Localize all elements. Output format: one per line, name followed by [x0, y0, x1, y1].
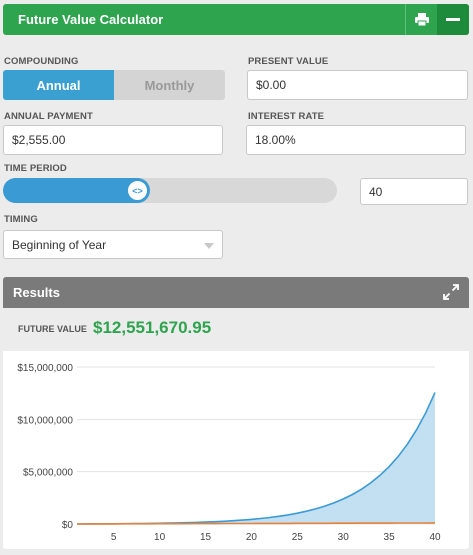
timing-select[interactable]: Beginning of Year [3, 230, 223, 259]
future-value-label: FUTURE VALUE [18, 324, 87, 334]
minimize-button[interactable] [437, 4, 469, 35]
x-tick-label: 10 [154, 532, 166, 543]
minus-icon [446, 18, 460, 21]
interest-rate-label: INTEREST RATE [248, 111, 325, 122]
y-tick-label: $10,000,000 [17, 415, 73, 426]
interest-rate-input[interactable]: 18.00% [246, 125, 466, 155]
compounding-monthly-option[interactable]: Monthly [114, 70, 225, 100]
print-icon [414, 13, 429, 26]
x-tick-label: 30 [338, 532, 350, 543]
compounding-annual-option[interactable]: Annual [3, 70, 114, 100]
x-tick-label: 35 [384, 532, 396, 543]
results-header: Results [3, 277, 469, 308]
x-tick-label: 40 [429, 532, 441, 543]
calculator-title: Future Value Calculator [18, 12, 164, 27]
annual-payment-label: ANNUAL PAYMENT [4, 111, 93, 122]
time-period-slider-fill [3, 178, 150, 203]
time-period-slider[interactable]: <> [3, 178, 337, 203]
present-value-input[interactable]: $0.00 [247, 70, 468, 100]
time-period-label: TIME PERIOD [4, 163, 67, 174]
x-tick-label: 25 [292, 532, 304, 543]
y-tick-label: $0 [62, 520, 74, 531]
present-value-label: PRESENT VALUE [248, 56, 329, 67]
results-panel: Results FUTURE VALUE $12,551,670.95 $0 $5… [3, 277, 469, 549]
y-tick-label: $15,000,000 [17, 363, 73, 374]
compounding-toggle: Annual Monthly [3, 70, 225, 100]
chevron-down-icon [204, 243, 214, 249]
calculator-header: Future Value Calculator [3, 4, 469, 35]
expand-icon[interactable] [443, 284, 459, 300]
results-title: Results [13, 285, 60, 300]
future-value-chart: $0 $5,000,000 $10,000,000 $15,000,000 5 10 15 2… [17, 363, 441, 543]
future-value-amount: $12,551,670.95 [93, 318, 212, 337]
series-0-area [77, 392, 435, 524]
y-tick-label: $5,000,000 [23, 468, 73, 479]
time-period-slider-handle[interactable]: <> [126, 179, 149, 202]
annual-payment-input[interactable]: $2,555.00 [3, 125, 223, 155]
future-value-summary: FUTURE VALUE $12,551,670.95 [3, 308, 469, 351]
timing-label: TIMING [4, 214, 38, 225]
print-button[interactable] [405, 4, 437, 35]
compounding-label: COMPOUNDING [4, 56, 79, 67]
x-tick-label: 20 [246, 532, 258, 543]
x-tick-label: 5 [111, 532, 117, 543]
timing-selected-value: Beginning of Year [12, 237, 107, 252]
slider-handle-arrows-icon: <> [132, 185, 143, 196]
time-period-input[interactable]: 40 [360, 178, 468, 205]
series-1-line [76, 522, 436, 525]
x-tick-label: 15 [200, 532, 212, 543]
